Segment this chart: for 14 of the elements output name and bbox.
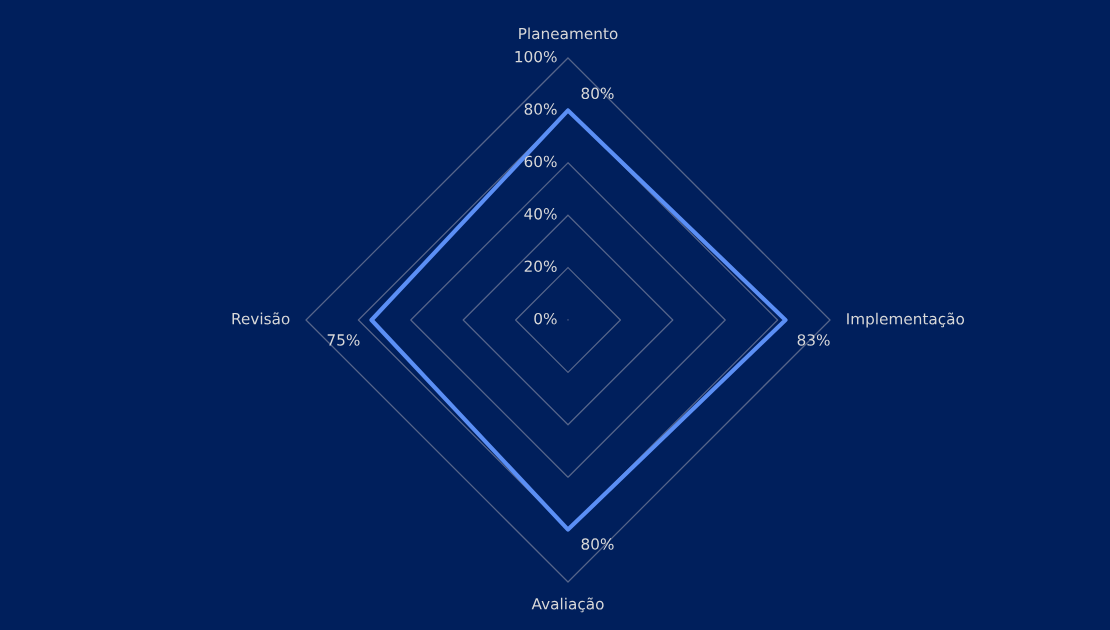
y-tick-label: 20% bbox=[524, 260, 557, 273]
y-tick-label: 0% bbox=[534, 312, 557, 325]
data-label: 80% bbox=[581, 538, 614, 550]
y-tick-label: 60% bbox=[524, 155, 557, 168]
data-label: 75% bbox=[327, 334, 360, 346]
y-tick-label: 80% bbox=[524, 103, 557, 115]
spoke-label: Avaliação bbox=[531, 597, 604, 613]
data-label: 83% bbox=[797, 334, 830, 346]
spoke-label: Planeamento bbox=[519, 27, 618, 40]
y-tick-label: 40% bbox=[524, 208, 557, 220]
spoke-label: Revisão bbox=[232, 312, 290, 325]
y-tick-label: 100% bbox=[515, 50, 557, 63]
data-label: 80% bbox=[581, 87, 614, 100]
spoke-label: Implementação bbox=[847, 312, 965, 328]
